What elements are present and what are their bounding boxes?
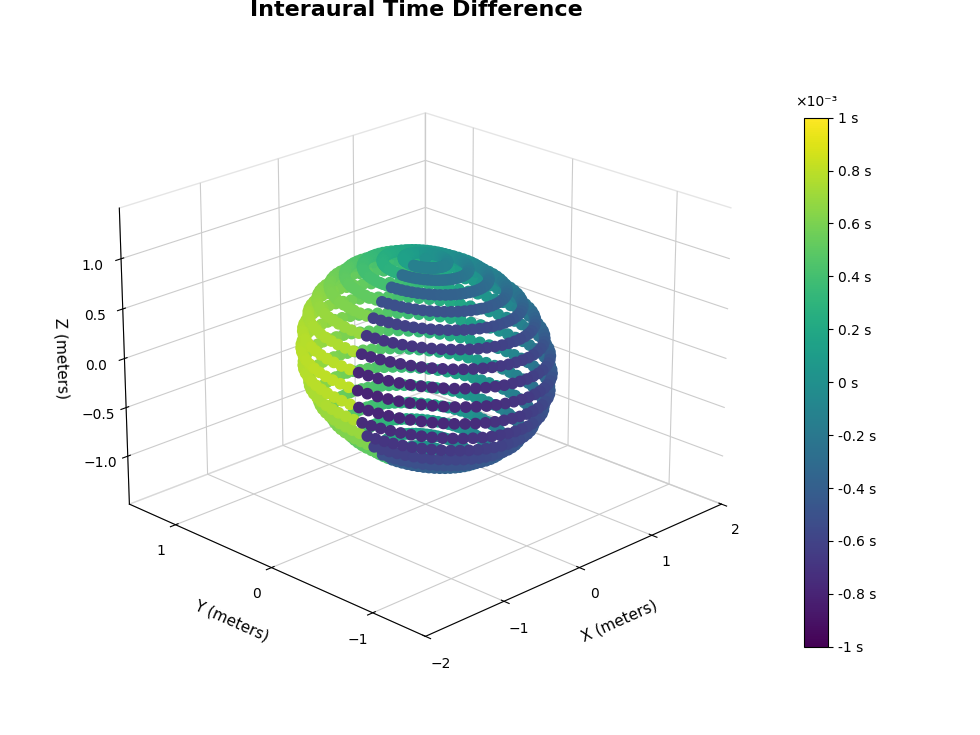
- Title: ×10⁻³: ×10⁻³: [795, 96, 837, 110]
- Title: Interaural Time Difference: Interaural Time Difference: [250, 0, 583, 20]
- X-axis label: X (meters): X (meters): [579, 598, 660, 645]
- Y-axis label: Y (meters): Y (meters): [192, 598, 271, 645]
